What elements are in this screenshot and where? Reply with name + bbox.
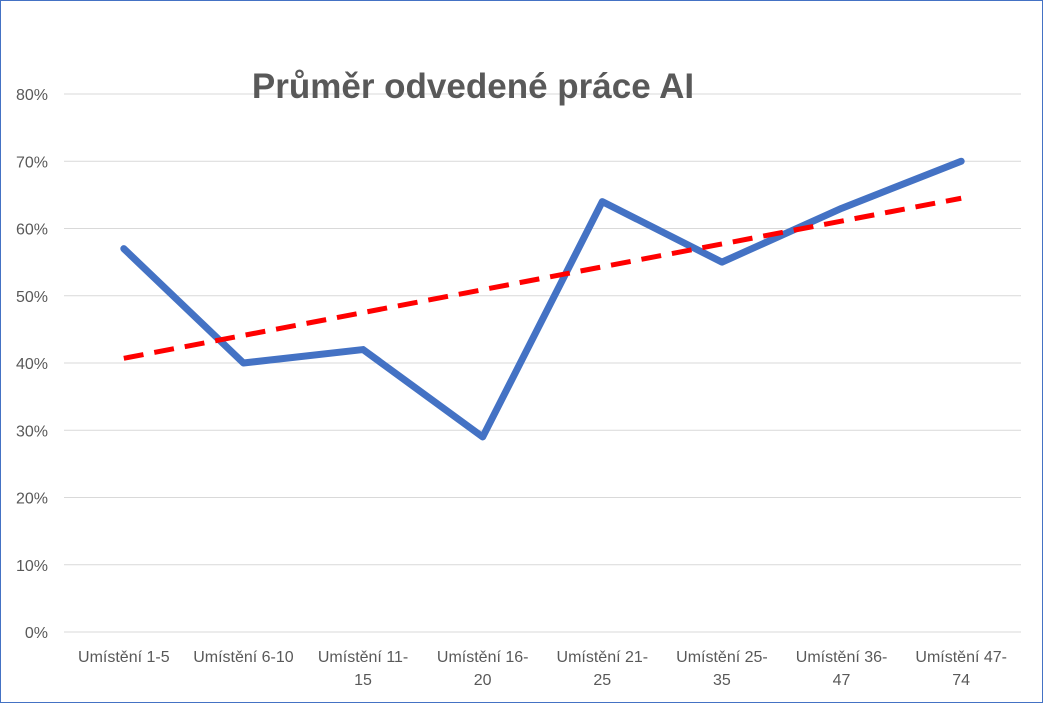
x-tick-label: Umístění 21-25: [557, 649, 649, 689]
y-tick-label: 50%: [16, 289, 48, 306]
x-tick-label: Umístění 11-15: [318, 649, 408, 689]
series-line: [124, 161, 961, 437]
y-tick-label: 30%: [16, 423, 48, 440]
x-axis-tick-labels: Umístění 1-5 Umístění 6-10 Umístění 11-15 U…: [78, 649, 1007, 689]
chart-title: Průměr odvedené práce AI: [252, 67, 694, 106]
y-tick-label: 20%: [16, 491, 48, 508]
y-axis-tick-labels: 0% 10% 20% 30% 40% 50% 60% 70% 80%: [16, 87, 48, 642]
y-tick-label: 60%: [16, 222, 48, 239]
y-tick-label: 70%: [16, 154, 48, 171]
linear-trendline: [124, 198, 961, 358]
y-tick-label: 0%: [25, 625, 48, 642]
y-tick-label: 10%: [16, 558, 48, 575]
trendline-layer: [124, 198, 961, 358]
y-tick-label: 40%: [16, 356, 48, 373]
y-tick-label: 80%: [16, 87, 48, 104]
gridlines: [64, 94, 1021, 632]
x-tick-label: Umístění 36-47: [796, 649, 888, 689]
series-layer: [124, 161, 962, 437]
x-tick-label: Umístění 16-20: [437, 649, 529, 689]
x-tick-label: Umístění 25-35: [676, 649, 768, 689]
x-tick-label: Umístění 47-74: [915, 649, 1007, 689]
x-tick-label: Umístění 1-5: [78, 649, 170, 666]
x-tick-label: Umístění 6-10: [193, 649, 294, 666]
